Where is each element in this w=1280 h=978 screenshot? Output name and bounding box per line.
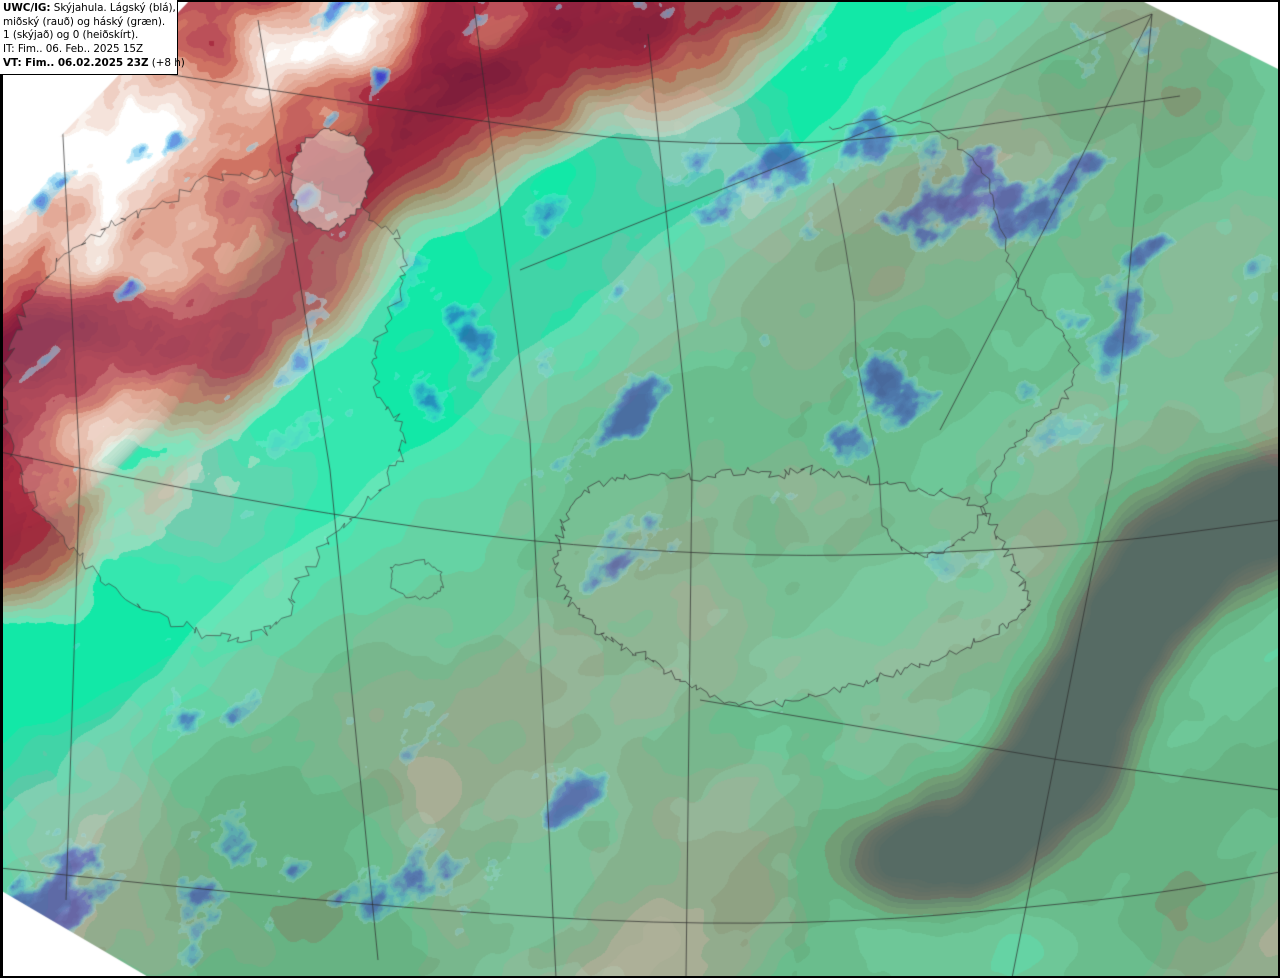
product-label: UWC/IG: [3,2,51,14]
plot-frame-left [0,0,3,978]
plot-frame-top [0,0,1280,2]
product-description: Skýjahula. Lágský (blá), [50,2,176,14]
info-line-valid-time: VT: Fim.. 06.02.2025 23Z (+8 h) [3,56,185,71]
info-line-scale: 1 (skýjað) og 0 (heiðskírt). [3,29,139,42]
info-line-init-time: IT: Fim.. 06. Feb.. 2025 15Z [3,43,144,56]
info-line-layers: miðský (rauð) og háský (græn). [3,15,166,28]
plot-frame-bottom [0,976,1280,978]
forecast-info-box: UWC/IG: Skýjahula. Lágský (blá), miðský … [0,0,185,75]
valid-time-label: VT: Fim.. 06.02.2025 23Z [3,56,149,69]
valid-time-lead: (+8 h) [148,56,185,69]
plot-frame-right [1278,0,1280,978]
info-line-product: UWC/IG: Skýjahula. Lágský (blá), [3,2,176,16]
